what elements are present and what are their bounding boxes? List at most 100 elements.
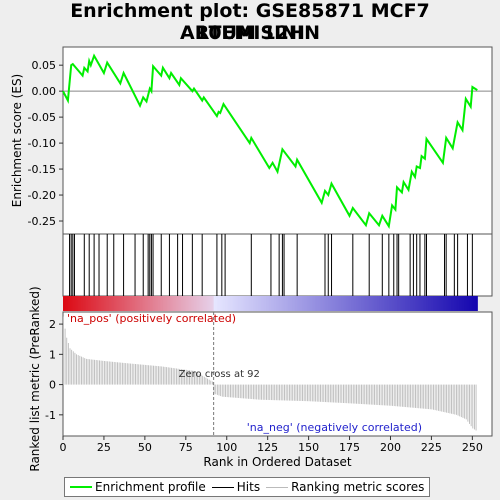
- color-bar-segment: [406, 296, 410, 311]
- metric-bar: [97, 360, 99, 385]
- metric-bar: [157, 366, 159, 385]
- color-bar-segment: [397, 296, 400, 311]
- color-bar-segment: [177, 296, 180, 311]
- metric-bar: [359, 384, 361, 404]
- color-bar-segment: [439, 296, 442, 311]
- color-bar-segment: [408, 296, 411, 311]
- metric-bar: [94, 359, 96, 385]
- color-bar-segment: [293, 296, 297, 311]
- color-bar-segment: [231, 296, 234, 311]
- color-bar-segment: [455, 296, 459, 311]
- metric-bar: [295, 384, 297, 401]
- metric-bar: [118, 362, 120, 385]
- color-bar-segment: [451, 296, 454, 311]
- metric-bar: [69, 348, 71, 385]
- metric-bar: [167, 367, 169, 385]
- metric-bar: [328, 384, 330, 403]
- metric-bar: [144, 364, 146, 385]
- metric-bar: [434, 384, 436, 411]
- color-bar-segment: [334, 296, 338, 311]
- color-bar-segment: [212, 296, 215, 311]
- color-bar-segment: [159, 296, 162, 311]
- es-ytick-label: -0.20: [28, 189, 56, 202]
- color-bar-segment: [267, 296, 270, 311]
- metric-bar: [336, 384, 338, 403]
- color-bar-segment: [131, 296, 135, 311]
- metric-bar: [90, 359, 92, 385]
- color-bar-segment: [444, 296, 447, 311]
- color-bar-segment: [385, 296, 388, 311]
- color-bar-segment: [401, 296, 405, 311]
- legend-label-ranking: Ranking metric scores: [291, 480, 425, 494]
- metric-bar: [306, 384, 308, 402]
- color-bar-segment: [428, 296, 431, 311]
- xtick-label: 125: [257, 441, 278, 454]
- color-bar-segment: [161, 296, 164, 311]
- metric-bar: [216, 384, 218, 395]
- metric-bar: [192, 370, 194, 385]
- metric-bar: [205, 377, 207, 385]
- metric-ytick-label: 1: [49, 348, 56, 361]
- metric-bar: [89, 359, 91, 385]
- metric-bar: [431, 384, 433, 410]
- xtick-label: 75: [179, 441, 193, 454]
- metric-bar: [361, 384, 362, 405]
- metric-bar: [243, 384, 245, 399]
- color-bar-segment: [424, 296, 428, 311]
- metric-bar: [207, 378, 208, 385]
- metric-bar: [82, 357, 84, 385]
- color-bar-segment: [190, 296, 193, 311]
- metric-bar: [451, 384, 452, 414]
- color-bar-segment: [189, 296, 192, 311]
- color-bar-segment: [352, 296, 356, 311]
- metric-bar: [143, 364, 145, 385]
- metric-bar: [419, 384, 421, 409]
- color-bar-segment: [275, 296, 279, 311]
- metric-bar: [333, 384, 335, 403]
- metric-bar: [372, 384, 374, 405]
- metric-bar: [108, 361, 110, 385]
- metric-bar: [377, 384, 379, 405]
- color-bar-segment: [433, 296, 436, 311]
- metric-bar: [351, 384, 353, 404]
- legend-label-hits: Hits: [236, 480, 261, 494]
- metric-bar: [203, 376, 205, 385]
- legend-item-enrichment-profile: Enrichment profile: [70, 480, 206, 494]
- color-bar-segment: [311, 296, 315, 311]
- color-bar-segment: [162, 296, 166, 311]
- color-bar-segment: [151, 296, 154, 311]
- color-bar-segment: [416, 296, 419, 311]
- metric-bar: [339, 384, 341, 403]
- metric-bar: [266, 384, 267, 400]
- xlabel: Rank in Ordered Dataset: [203, 455, 351, 469]
- color-bar-segment: [182, 296, 185, 311]
- color-bar-segment: [316, 296, 320, 311]
- metric-bar: [292, 384, 294, 401]
- metric-bar: [112, 361, 114, 385]
- color-bar-segment: [380, 296, 383, 311]
- metric-bar: [416, 384, 418, 409]
- metric-bar: [238, 384, 240, 398]
- metric-bar: [218, 384, 220, 396]
- metric-bar: [64, 328, 66, 385]
- color-bar-segment: [135, 296, 138, 311]
- metric-bar: [331, 384, 333, 403]
- metric-bar: [436, 384, 438, 411]
- color-bar-segment: [326, 296, 329, 311]
- metric-bar: [397, 384, 398, 407]
- metric-bar: [92, 359, 94, 385]
- color-bar-segment: [338, 296, 341, 311]
- metric-bar: [128, 363, 130, 385]
- color-bar-segment: [71, 296, 74, 311]
- metric-bar: [462, 384, 464, 418]
- metric-bar: [226, 384, 228, 398]
- metric-ylabel: Ranked list metric (PreRanked): [28, 286, 42, 471]
- metric-bar: [326, 384, 328, 403]
- metric-bar: [133, 363, 135, 385]
- metric-bar: [442, 384, 444, 412]
- xtick-label: 0: [60, 441, 67, 454]
- color-bar-segment: [121, 296, 125, 311]
- color-bar-segment: [415, 296, 418, 311]
- metric-bar: [300, 384, 302, 401]
